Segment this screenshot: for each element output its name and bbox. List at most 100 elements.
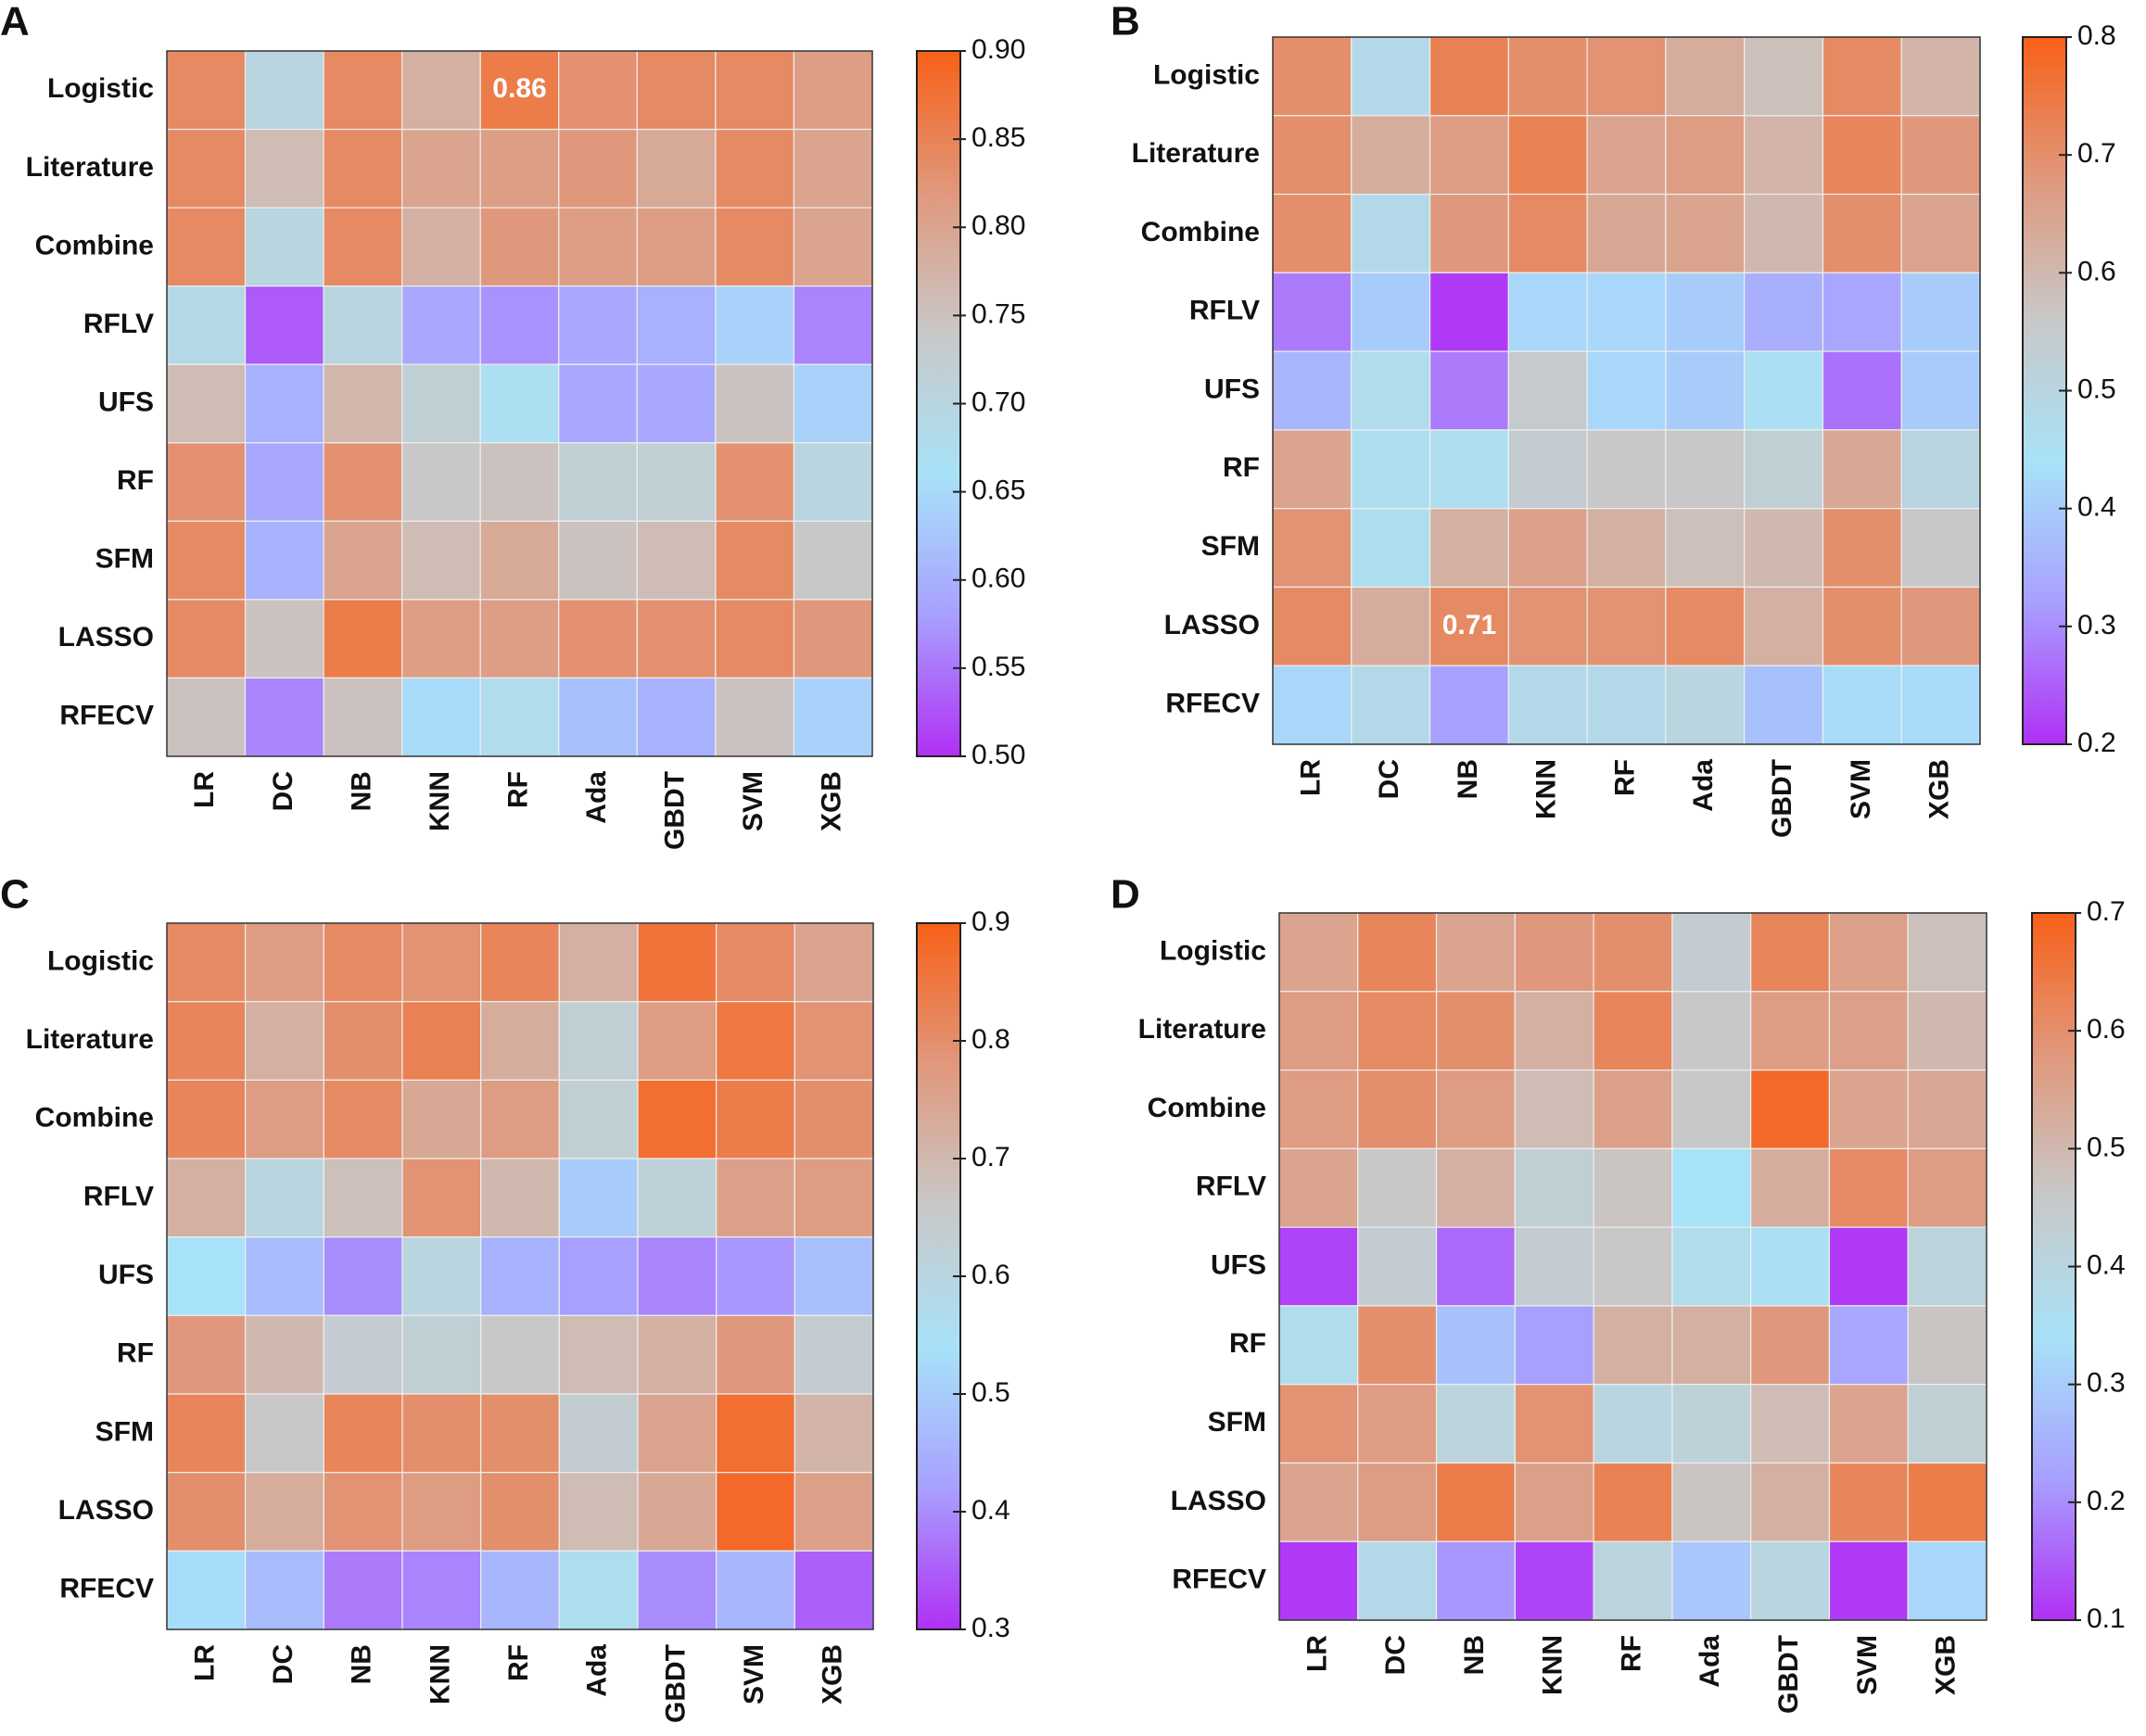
heatmap-cell xyxy=(1907,991,1987,1071)
heatmap-cell xyxy=(166,128,247,209)
heatmap-frame xyxy=(166,50,873,757)
heatmap-cell xyxy=(479,442,560,522)
heatmap-cell xyxy=(1357,912,1438,993)
heatmap-cell xyxy=(558,128,638,209)
heatmap-cell xyxy=(401,922,482,1003)
heatmap-cell xyxy=(1593,1540,1673,1621)
column-label: SVM xyxy=(1846,759,1876,819)
heatmap-cell xyxy=(1744,586,1824,666)
heatmap-cell xyxy=(1828,1147,1909,1228)
heatmap-cell xyxy=(323,1314,403,1395)
heatmap-cell xyxy=(1744,272,1824,352)
heatmap-cell xyxy=(1671,1226,1752,1307)
heatmap-cell xyxy=(323,922,403,1003)
heatmap-cell xyxy=(1907,1305,1987,1386)
heatmap-cell xyxy=(716,1001,795,1081)
heatmap-cell xyxy=(166,207,247,287)
heatmap-cell xyxy=(794,1393,874,1474)
column-label: Ada xyxy=(582,1644,613,1697)
heatmap-cell xyxy=(1272,586,1352,666)
heatmap-cell xyxy=(1900,429,1981,510)
heatmap-cell xyxy=(794,922,874,1003)
column-label: GBDT xyxy=(1773,1635,1804,1714)
heatmap-cell xyxy=(166,1158,247,1238)
heatmap-cell xyxy=(1593,1305,1673,1386)
heatmap-cell xyxy=(401,1158,482,1238)
heatmap-cell xyxy=(1507,36,1588,117)
heatmap-cell xyxy=(1514,1540,1594,1621)
heatmap-cell xyxy=(1278,1147,1359,1228)
heatmap-cell xyxy=(1351,429,1431,510)
heatmap-cell xyxy=(1586,36,1667,117)
heatmap-cell xyxy=(637,1236,717,1316)
heatmap-cell xyxy=(1822,508,1902,589)
heatmap-cell xyxy=(401,1001,482,1081)
heatmap-cell xyxy=(244,207,324,287)
column-label: XGB xyxy=(1924,759,1955,819)
heatmap-cell xyxy=(323,1550,403,1630)
row-label: LASSO xyxy=(58,1495,154,1526)
heatmap-cell xyxy=(401,1472,482,1552)
row-label: Combine xyxy=(35,230,154,260)
heatmap-cell xyxy=(794,1472,874,1552)
heatmap-cell xyxy=(1750,1540,1831,1621)
heatmap-cell xyxy=(166,599,247,679)
heatmap-cell xyxy=(793,128,873,209)
heatmap-cell xyxy=(715,128,795,209)
heatmap-cell xyxy=(1822,272,1902,352)
colorbar-tick-label: 0.7 xyxy=(971,1142,1010,1172)
heatmap-cell xyxy=(1828,991,1909,1071)
heatmap-cell xyxy=(1828,912,1909,993)
heatmap-cell xyxy=(166,1550,247,1630)
heatmap-cell xyxy=(244,520,324,601)
heatmap-cell xyxy=(1593,991,1673,1071)
colorbar-tick-label: 0.4 xyxy=(2087,1249,2126,1280)
heatmap-cell xyxy=(1750,1305,1831,1386)
heatmap-cell xyxy=(1900,350,1981,431)
heatmap-cell xyxy=(166,922,247,1003)
heatmap-cell xyxy=(637,1472,717,1552)
heatmap-cell xyxy=(480,1472,560,1552)
heatmap-cell xyxy=(480,1001,560,1081)
colorbar-tick-label: 0.3 xyxy=(2077,610,2116,640)
heatmap-cell xyxy=(401,207,481,287)
row-label: RFECV xyxy=(59,1574,154,1604)
heatmap-cell xyxy=(1750,1147,1831,1228)
heatmap-cell xyxy=(401,520,481,601)
heatmap-cell xyxy=(1671,991,1752,1071)
colorbar-tick-label: 0.80 xyxy=(971,210,1025,241)
row-label: Combine xyxy=(35,1103,154,1134)
heatmap-cell xyxy=(323,207,403,287)
heatmap-cell xyxy=(1671,912,1752,993)
column-label: SVM xyxy=(1852,1635,1883,1695)
heatmap-cell xyxy=(715,520,795,601)
heatmap-cell xyxy=(1429,115,1509,196)
heatmap-cell xyxy=(1429,36,1509,117)
heatmap-cell xyxy=(244,285,324,365)
heatmap-cell xyxy=(166,1079,247,1159)
heatmap-cell xyxy=(1514,1384,1594,1464)
heatmap-cell xyxy=(323,599,403,679)
heatmap-cell xyxy=(1822,586,1902,666)
colorbar-tick-label: 0.75 xyxy=(971,298,1025,329)
heatmap-cell xyxy=(1665,193,1746,273)
heatmap-cell xyxy=(244,50,324,131)
heatmap-cell xyxy=(716,1158,795,1238)
colorbar-tick-label: 0.6 xyxy=(2087,1014,2126,1045)
column-label: GBDT xyxy=(660,771,691,850)
row-label: RFECV xyxy=(59,701,154,731)
heatmap-cell xyxy=(166,1393,247,1474)
heatmap-cell xyxy=(1828,1226,1909,1307)
heatmap-cell xyxy=(558,1001,639,1081)
heatmap-cell xyxy=(636,207,717,287)
heatmap-cell xyxy=(1357,1147,1438,1228)
heatmap-frame xyxy=(1272,36,1981,745)
heatmap-cell xyxy=(1514,1226,1594,1307)
heatmap-frame xyxy=(1278,912,1987,1621)
heatmap-cell xyxy=(479,128,560,209)
heatmap-cell xyxy=(793,442,873,522)
heatmap-cell xyxy=(1586,350,1667,431)
heatmap-cell xyxy=(716,1236,795,1316)
column-label: NB xyxy=(346,771,376,811)
